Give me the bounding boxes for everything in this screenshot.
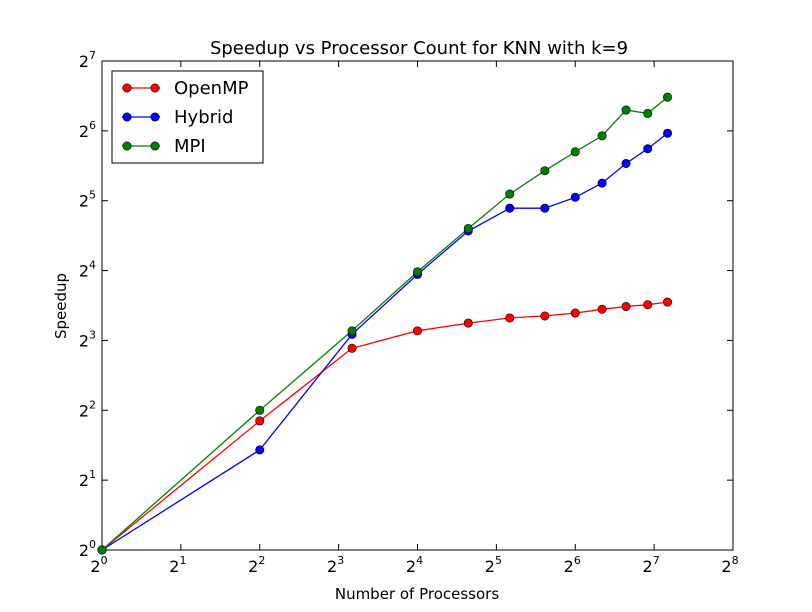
series-line-openmp [101,301,668,551]
y-tick-label: 24 [79,259,96,281]
series-point-hybrid [255,445,265,455]
series-point-hybrid [505,203,515,213]
series-point-openmp [412,326,422,336]
y-tick-label: 22 [79,398,96,420]
series-line-mpi [101,96,668,551]
y-tick-label: 20 [79,538,96,560]
x-tick-label: 25 [485,554,502,576]
series-point-hybrid [663,128,673,138]
series-point-openmp [463,318,473,328]
series-point-openmp [255,416,265,426]
series-point-hybrid [570,192,580,202]
x-tick-label: 28 [721,554,738,576]
series-point-openmp [643,300,653,310]
x-tick-label: 21 [169,554,186,576]
series-point-mpi [347,326,357,336]
series-point-mpi [597,131,607,141]
series-point-openmp [597,304,607,314]
legend-marker-hybrid [122,112,132,122]
x-tick-label: 24 [406,554,423,576]
legend-marker-mpi [150,141,160,151]
series-layer [97,92,673,555]
series-point-hybrid [540,203,550,213]
series-point-mpi [540,166,550,176]
series-point-mpi [643,108,653,118]
series-point-openmp [663,297,673,307]
series-point-mpi [570,147,580,157]
x-tick-label: 23 [327,554,344,576]
legend-marker-hybrid [150,112,160,122]
x-tick-label: 26 [564,554,581,576]
legend-label-mpi: MPI [174,136,206,157]
series-point-openmp [540,311,550,321]
legend-label-openmp: OpenMP [174,78,249,99]
y-tick-label: 26 [79,119,96,141]
series-point-openmp [505,313,515,323]
series-point-hybrid [643,144,653,154]
x-axis-label: Number of Processors [335,585,499,603]
series-point-openmp [347,343,357,353]
series-point-mpi [505,189,515,199]
series-line-hybrid [101,132,668,551]
x-tick-label: 27 [643,554,660,576]
series-point-openmp [621,302,631,312]
series-point-hybrid [597,178,607,188]
legend-marker-openmp [122,83,132,93]
chart-title: Speedup vs Processor Count for KNN with … [210,38,628,59]
legend-label-hybrid: Hybrid [174,107,233,128]
x-tick-label: 20 [90,554,107,576]
y-tick-label: 25 [79,189,96,211]
series-point-hybrid [621,158,631,168]
series-point-mpi [412,267,422,277]
y-tick-label: 23 [79,328,96,350]
legend-marker-openmp [150,83,160,93]
y-tick-label: 27 [79,49,96,71]
y-tick-label: 21 [79,468,96,490]
y-axis-label: Speedup [52,273,70,339]
axis-ticks: 20 21 22 23 24 25 26 27 28 20 21 22 23 24 25 26 27 [79,49,739,576]
series-point-mpi [463,223,473,233]
series-point-mpi [663,92,673,102]
series-point-openmp [570,308,580,318]
series-point-mpi [621,105,631,115]
x-tick-label: 22 [248,554,265,576]
legend: OpenMP Hybrid MPI [111,70,264,164]
legend-marker-mpi [122,141,132,151]
series-point-mpi [97,545,107,555]
series-point-mpi [255,405,265,415]
